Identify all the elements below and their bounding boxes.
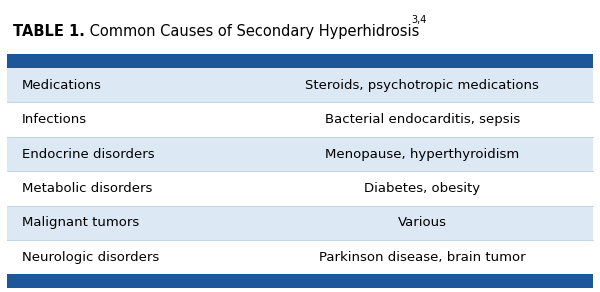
Bar (7, 137, 593, 171)
Text: Bacterial endocarditis, sepsis: Bacterial endocarditis, sepsis (325, 113, 520, 126)
Text: Common Causes of Secondary Hyperhidrosis: Common Causes of Secondary Hyperhidrosis (85, 24, 419, 39)
Text: TABLE 1.: TABLE 1. (13, 24, 85, 39)
Text: Various: Various (398, 216, 447, 230)
Text: TABLE 1. Common Causes of Secondary Hyperhidrosis: TABLE 1. Common Causes of Secondary Hype… (0, 291, 1, 292)
Bar (7, 171, 593, 206)
Bar (7, 274, 593, 288)
Bar (7, 54, 593, 68)
Text: 3,4: 3,4 (411, 15, 427, 25)
Text: TABLE 1. Common Causes of Secondary Hyperhidrosis: TABLE 1. Common Causes of Secondary Hype… (0, 291, 1, 292)
Bar (7, 9, 593, 54)
Text: Malignant tumors: Malignant tumors (22, 216, 139, 230)
Text: Diabetes, obesity: Diabetes, obesity (364, 182, 481, 195)
Text: Parkinson disease, brain tumor: Parkinson disease, brain tumor (319, 251, 526, 264)
Bar (7, 240, 593, 274)
Text: Neurologic disorders: Neurologic disorders (22, 251, 160, 264)
Text: Endocrine disorders: Endocrine disorders (22, 147, 155, 161)
Text: Menopause, hyperthyroidism: Menopause, hyperthyroidism (325, 147, 520, 161)
Text: Medications: Medications (22, 79, 102, 92)
Bar (7, 206, 593, 240)
Text: Infections: Infections (22, 113, 88, 126)
Text: Steroids, psychotropic medications: Steroids, psychotropic medications (305, 79, 539, 92)
Bar (7, 102, 593, 137)
Bar (7, 68, 593, 102)
Text: Metabolic disorders: Metabolic disorders (22, 182, 152, 195)
